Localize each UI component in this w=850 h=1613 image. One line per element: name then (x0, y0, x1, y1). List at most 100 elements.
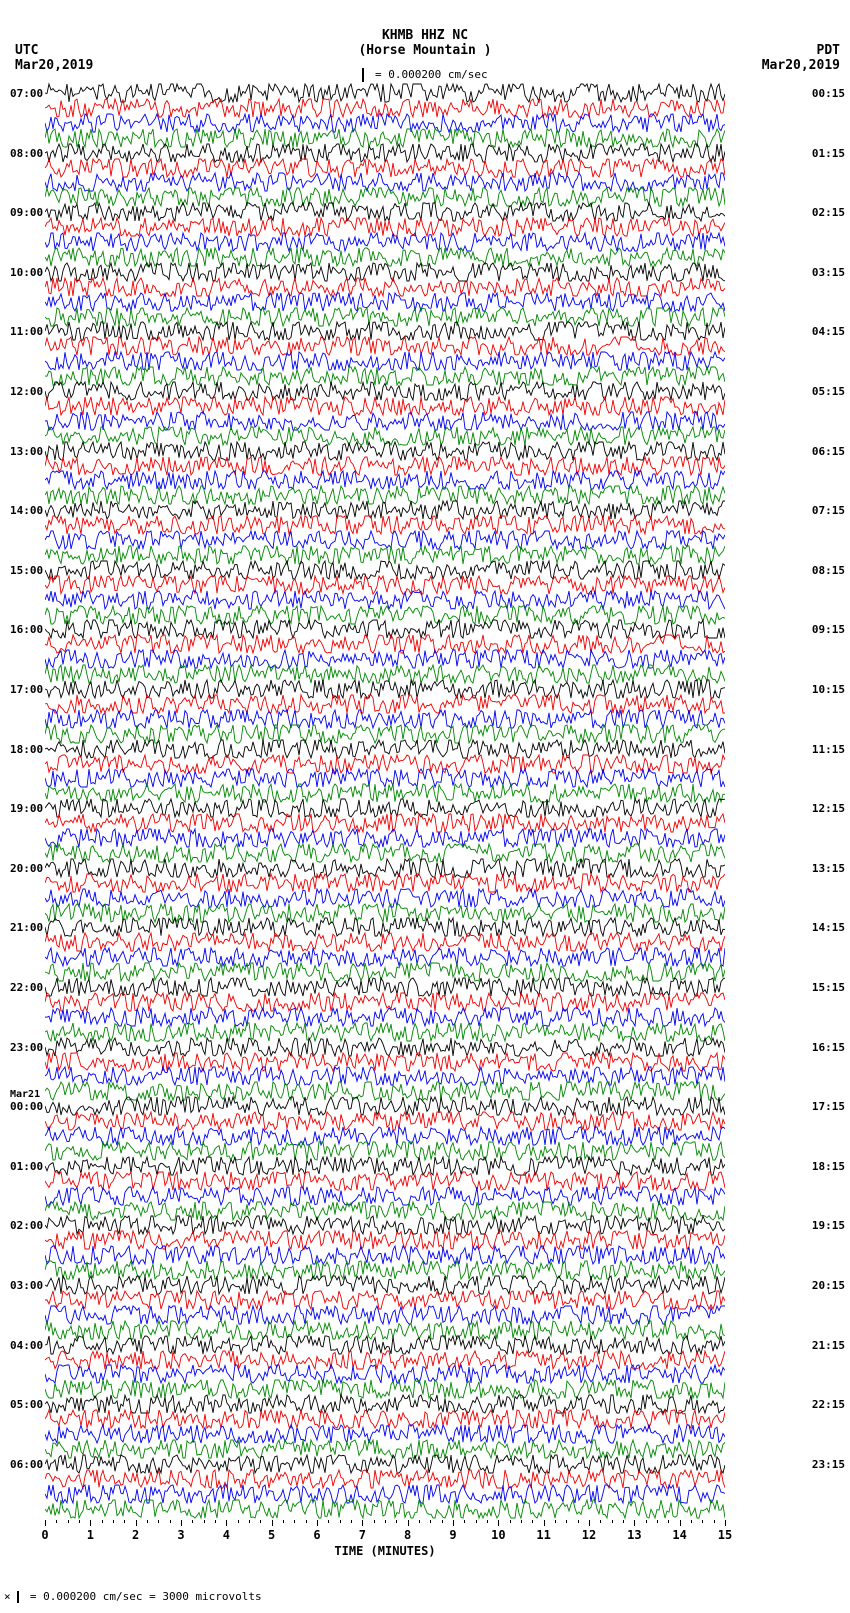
x-tick-minor (487, 1520, 488, 1523)
x-tick-minor (691, 1520, 692, 1523)
left-time-label: 10:00 (10, 266, 43, 279)
left-time-label: 04:00 (10, 1339, 43, 1352)
x-tick-label: 4 (223, 1528, 230, 1542)
x-tick-minor (646, 1520, 647, 1523)
left-time-label: 18:00 (10, 743, 43, 756)
right-time-label: 03:15 (812, 266, 845, 279)
x-tick-label: 11 (536, 1528, 550, 1542)
right-time-label: 07:15 (812, 504, 845, 517)
footer-scale: × = 0.000200 cm/sec = 3000 microvolts (4, 1590, 262, 1603)
scale-info: = 0.000200 cm/sec (0, 68, 850, 82)
right-time-label: 20:15 (812, 1279, 845, 1292)
x-tick-minor (442, 1520, 443, 1523)
x-tick-minor (170, 1520, 171, 1523)
scale-text: = 0.000200 cm/sec (375, 68, 488, 81)
x-tick-minor (79, 1520, 80, 1523)
right-date: Mar20,2019 (762, 58, 840, 73)
x-tick-label: 9 (449, 1528, 456, 1542)
right-timezone: PDT (817, 43, 840, 58)
left-time-label: 05:00 (10, 1398, 43, 1411)
x-tick-label: 5 (268, 1528, 275, 1542)
footer-prefix: × (4, 1590, 17, 1603)
x-tick-label: 6 (313, 1528, 320, 1542)
x-tick-minor (113, 1520, 114, 1523)
x-tick-minor (714, 1520, 715, 1523)
x-tick-label: 13 (627, 1528, 641, 1542)
x-tick-major (136, 1520, 137, 1526)
left-time-label: 19:00 (10, 802, 43, 815)
left-time-label: 06:00 (10, 1458, 43, 1471)
x-tick-minor (476, 1520, 477, 1523)
right-time-label: 22:15 (812, 1398, 845, 1411)
right-time-label: 01:15 (812, 147, 845, 160)
x-tick-minor (215, 1520, 216, 1523)
right-time-label: 15:15 (812, 981, 845, 994)
station-id: KHMB HHZ NC (0, 28, 850, 43)
scale-bar-icon (17, 1591, 19, 1603)
right-time-label: 19:15 (812, 1219, 845, 1232)
station-name: (Horse Mountain ) (0, 43, 850, 58)
x-tick-minor (510, 1520, 511, 1523)
x-tick-label: 7 (359, 1528, 366, 1542)
x-tick-minor (419, 1520, 420, 1523)
left-time-label: 00:00 (10, 1100, 43, 1113)
left-time-label: 11:00 (10, 325, 43, 338)
x-tick-minor (328, 1520, 329, 1523)
x-tick-minor (68, 1520, 69, 1523)
x-tick-minor (249, 1520, 250, 1523)
x-tick-minor (238, 1520, 239, 1523)
x-tick-major (725, 1520, 726, 1526)
x-tick-minor (374, 1520, 375, 1523)
left-timezone: UTC (15, 43, 38, 58)
left-time-label: 01:00 (10, 1160, 43, 1173)
left-time-label: 20:00 (10, 862, 43, 875)
right-time-label: 16:15 (812, 1041, 845, 1054)
footer-text: = 0.000200 cm/sec = 3000 microvolts (30, 1590, 262, 1603)
x-tick-major (90, 1520, 91, 1526)
x-axis-title: TIME (MINUTES) (334, 1544, 435, 1558)
x-tick-major (272, 1520, 273, 1526)
right-time-label: 04:15 (812, 325, 845, 338)
x-tick-minor (340, 1520, 341, 1523)
x-tick-minor (260, 1520, 261, 1523)
left-time-label: 03:00 (10, 1279, 43, 1292)
x-tick-minor (385, 1520, 386, 1523)
x-tick-label: 3 (177, 1528, 184, 1542)
left-date-mid-label: Mar21 (10, 1089, 40, 1100)
x-tick-minor (464, 1520, 465, 1523)
right-time-label: 12:15 (812, 802, 845, 815)
right-time-label: 00:15 (812, 87, 845, 100)
x-tick-minor (578, 1520, 579, 1523)
x-tick-minor (430, 1520, 431, 1523)
seismogram-plot (45, 85, 725, 1520)
left-time-label: 23:00 (10, 1041, 43, 1054)
x-tick-label: 15 (718, 1528, 732, 1542)
x-tick-minor (204, 1520, 205, 1523)
x-tick-label: 0 (41, 1528, 48, 1542)
x-tick-major (408, 1520, 409, 1526)
x-tick-major (45, 1520, 46, 1526)
x-tick-label: 12 (582, 1528, 596, 1542)
left-time-label: 02:00 (10, 1219, 43, 1232)
x-tick-major (589, 1520, 590, 1526)
right-time-label: 17:15 (812, 1100, 845, 1113)
right-time-label: 02:15 (812, 206, 845, 219)
x-tick-minor (147, 1520, 148, 1523)
x-tick-label: 1 (87, 1528, 94, 1542)
x-tick-minor (283, 1520, 284, 1523)
right-time-label: 10:15 (812, 683, 845, 696)
right-time-label: 13:15 (812, 862, 845, 875)
right-time-label: 06:15 (812, 445, 845, 458)
x-tick-minor (124, 1520, 125, 1523)
x-tick-major (453, 1520, 454, 1526)
left-time-label: 13:00 (10, 445, 43, 458)
x-tick-minor (192, 1520, 193, 1523)
x-tick-major (680, 1520, 681, 1526)
scale-bar-icon (362, 68, 364, 82)
x-tick-minor (555, 1520, 556, 1523)
left-time-label: 21:00 (10, 921, 43, 934)
x-tick-minor (521, 1520, 522, 1523)
x-tick-minor (56, 1520, 57, 1523)
x-tick-minor (668, 1520, 669, 1523)
left-time-label: 15:00 (10, 564, 43, 577)
